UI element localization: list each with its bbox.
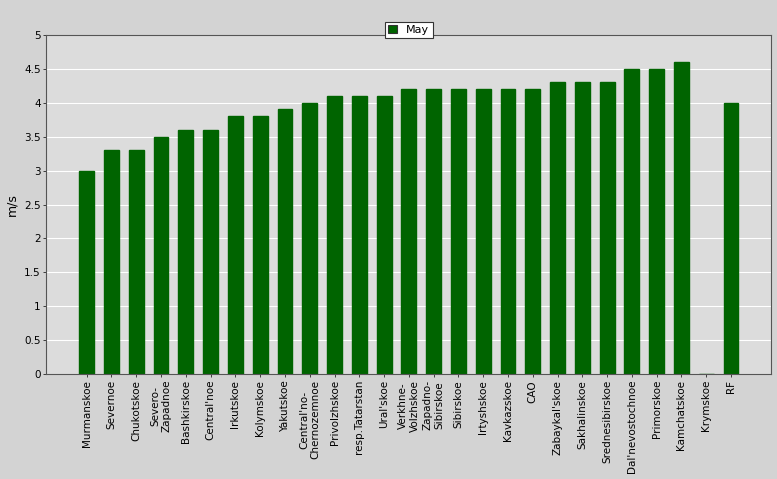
- Bar: [377, 96, 392, 375]
- Bar: [277, 109, 292, 375]
- Bar: [179, 130, 193, 375]
- Bar: [575, 82, 590, 375]
- Bar: [625, 68, 639, 375]
- Bar: [500, 89, 515, 375]
- Bar: [650, 68, 664, 375]
- Bar: [253, 116, 267, 375]
- Bar: [203, 130, 218, 375]
- Legend: May: May: [385, 22, 433, 38]
- Y-axis label: m/s: m/s: [5, 193, 19, 216]
- Bar: [327, 96, 342, 375]
- Bar: [525, 89, 540, 375]
- Bar: [352, 96, 367, 375]
- Bar: [427, 89, 441, 375]
- Bar: [228, 116, 243, 375]
- Bar: [451, 89, 466, 375]
- Bar: [104, 150, 119, 375]
- Bar: [600, 82, 615, 375]
- Bar: [402, 89, 416, 375]
- Bar: [302, 103, 317, 375]
- Bar: [476, 89, 490, 375]
- Bar: [154, 137, 169, 375]
- Bar: [723, 103, 738, 375]
- Bar: [550, 82, 565, 375]
- Bar: [79, 171, 94, 375]
- Bar: [129, 150, 144, 375]
- Bar: [674, 62, 689, 375]
